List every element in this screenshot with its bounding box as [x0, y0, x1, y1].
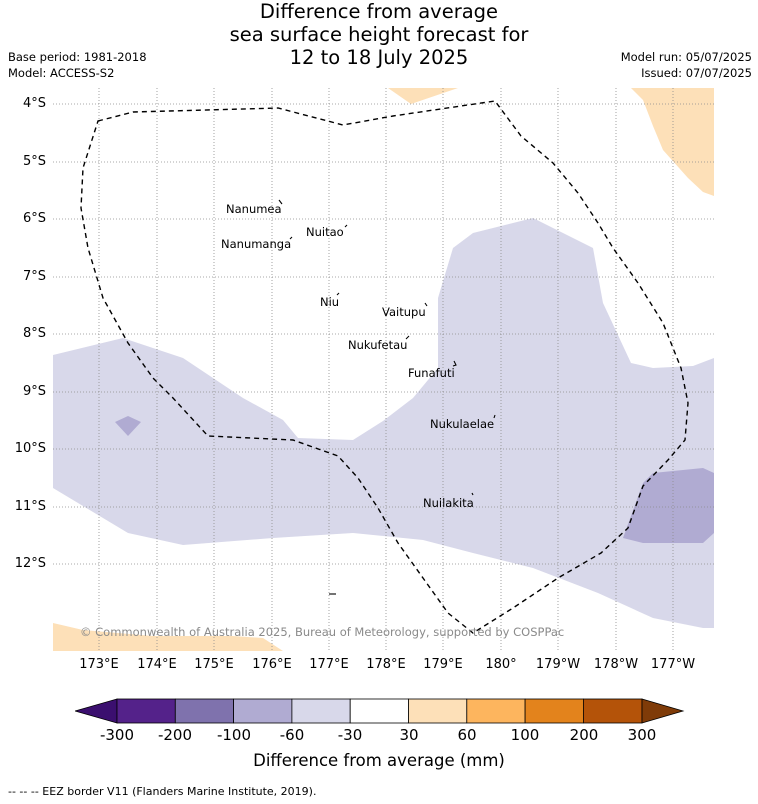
island-mark-nuitao: [344, 224, 348, 228]
colorbar-tick-label: -60: [279, 726, 305, 744]
lon-label: 174°E: [137, 657, 177, 672]
lat-label: 7°S: [22, 269, 46, 284]
lat-label: 4°S: [22, 96, 46, 111]
colorbar-tick-label: -200: [157, 726, 193, 744]
lon-label: 175°E: [194, 657, 234, 672]
island-mark-nukufetau: [405, 335, 410, 340]
place-label-nanumanga: Nanumanga: [221, 237, 292, 251]
map-panel: [53, 88, 714, 651]
graticule: [53, 88, 714, 651]
colorbar-bin: [116, 698, 176, 724]
island-mark-funafuti: [452, 360, 457, 367]
colorbar-extend-low: [75, 698, 118, 724]
lon-label: 173°E: [79, 657, 119, 672]
colorbar-tick-label: -100: [216, 726, 252, 744]
lon-label: 177°E: [309, 657, 349, 672]
lon-label: 180°: [485, 657, 517, 672]
lat-label: 5°S: [22, 154, 46, 169]
colorbar-bin: [466, 698, 526, 724]
copyright-notice: © Commonwealth of Australia 2025, Bureau…: [80, 625, 565, 639]
negative-60-100-region-east: [623, 468, 714, 543]
colorbar-title: Difference from average (mm): [253, 751, 505, 770]
place-label-funafuti: Funafuti: [408, 366, 455, 380]
model-info: Base period: 1981-2018 Model: ACCESS-S2: [8, 49, 147, 81]
negative-30-60-region: [53, 218, 714, 628]
title-line-3: 12 to 18 July 2025: [289, 46, 469, 69]
issued-date: Issued: 07/07/2025: [641, 66, 752, 80]
island-mark-nukulaelae: [493, 414, 496, 419]
lat-label: 12°S: [14, 556, 46, 571]
model-name: Model: ACCESS-S2: [8, 66, 115, 80]
colorbar-bin: [291, 698, 351, 724]
title-line-2: sea surface height forecast for: [229, 23, 529, 46]
island-mark-nuilakita: [471, 492, 474, 496]
place-label-nukulaelae: Nukulaelae: [430, 417, 495, 431]
lat-label: 10°S: [14, 441, 46, 456]
lat-label: 8°S: [22, 326, 46, 341]
colorbar: [75, 698, 685, 724]
chart-title: Difference from average sea surface heig…: [0, 0, 758, 69]
lat-label: 11°S: [14, 499, 46, 514]
colorbar-extend-high: [641, 698, 685, 724]
place-label-nuitao: Nuitao: [306, 225, 344, 239]
colorbar-tick-label: 100: [510, 726, 540, 744]
negative-60-100-region-west: [115, 416, 141, 436]
colorbar-bin: [524, 698, 584, 724]
model-run: Model run: 05/07/2025: [620, 50, 752, 64]
colorbar-tick-label: -300: [99, 726, 135, 744]
colorbar-bin: [582, 698, 643, 724]
colorbar-bin: [174, 698, 235, 724]
colorbar-tick-label: 300: [627, 726, 657, 744]
lon-label: 178°W: [593, 657, 639, 672]
lon-label: 177°W: [650, 657, 696, 672]
colorbar-bin: [349, 698, 409, 724]
lat-label: 9°S: [22, 384, 46, 399]
positive-30-60-region-north: [388, 88, 458, 104]
place-label-niu: Niu: [320, 295, 340, 309]
map-svg: [53, 88, 714, 651]
island-mark-nanumea: [278, 199, 283, 205]
island-mark-nanumanga: [289, 236, 293, 240]
lon-label: 176°E: [252, 657, 292, 672]
place-label-nanumea: Nanumea: [226, 202, 282, 216]
place-label-vaitupu: Vaitupu: [382, 305, 426, 319]
base-period: Base period: 1981-2018: [8, 50, 147, 64]
positive-30-60-region-northeast: [631, 88, 714, 196]
lon-label: 179°W: [535, 657, 581, 672]
lon-label: 178°E: [366, 657, 406, 672]
lat-label: 6°S: [22, 211, 46, 226]
title-line-1: Difference from average: [259, 0, 499, 23]
place-label-nuilakita: Nuilakita: [423, 496, 474, 510]
colorbar-tick-label: 30: [399, 726, 419, 744]
lon-label: 179°E: [423, 657, 463, 672]
colorbar-bin: [233, 698, 293, 724]
colorbar-tick-label: 60: [457, 726, 477, 744]
positive-30-60-region-south: [53, 623, 283, 651]
colorbar-tick-label: 200: [569, 726, 599, 744]
eez-legend-note: -- -- -- EEZ border V11 (Flanders Marine…: [8, 785, 317, 798]
island-mark-niu: [336, 292, 340, 296]
colorbar-tick-label: -30: [337, 726, 363, 744]
anomaly-fill: [53, 88, 714, 651]
place-label-nukufetau: Nukufetau: [348, 338, 408, 352]
run-info: Model run: 05/07/2025 Issued: 07/07/2025: [621, 49, 752, 81]
eez-border: [80, 100, 689, 634]
island-marks: [278, 199, 496, 595]
island-mark-vaitupu: [424, 302, 428, 307]
colorbar-bin: [408, 698, 468, 724]
